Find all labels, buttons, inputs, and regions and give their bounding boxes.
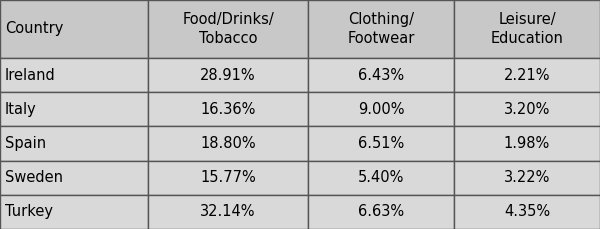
Bar (454, 126, 600, 161)
Text: 32.14%: 32.14% (200, 204, 256, 219)
Text: 15.77%: 15.77% (200, 170, 256, 185)
Text: 9.00%: 9.00% (358, 102, 404, 117)
Bar (148, 92, 308, 126)
Bar (148, 126, 308, 161)
Text: 6.43%: 6.43% (358, 68, 404, 83)
Bar (454, 161, 600, 195)
Bar (308, 126, 454, 161)
Text: Turkey: Turkey (5, 204, 53, 219)
Bar (454, 58, 600, 92)
Text: Italy: Italy (5, 102, 37, 117)
Bar (308, 58, 454, 92)
Bar (0, 92, 148, 126)
Text: Sweden: Sweden (5, 170, 63, 185)
Bar (308, 0, 454, 58)
Text: Clothing/
Footwear: Clothing/ Footwear (347, 12, 415, 46)
Text: 18.80%: 18.80% (200, 136, 256, 151)
Bar (0, 195, 148, 229)
Text: 28.91%: 28.91% (200, 68, 256, 83)
Text: Country: Country (5, 22, 64, 36)
Text: 2.21%: 2.21% (504, 68, 550, 83)
Bar (308, 161, 454, 195)
Text: Food/Drinks/
Tobacco: Food/Drinks/ Tobacco (182, 12, 274, 46)
Text: 16.36%: 16.36% (200, 102, 256, 117)
Bar (148, 161, 308, 195)
Text: 5.40%: 5.40% (358, 170, 404, 185)
Text: 3.22%: 3.22% (504, 170, 550, 185)
Text: Ireland: Ireland (5, 68, 56, 83)
Bar (148, 195, 308, 229)
Text: 1.98%: 1.98% (504, 136, 550, 151)
Bar (454, 195, 600, 229)
Text: 3.20%: 3.20% (504, 102, 550, 117)
Text: 6.51%: 6.51% (358, 136, 404, 151)
Bar (0, 58, 148, 92)
Text: Leisure/
Education: Leisure/ Education (491, 12, 563, 46)
Bar (454, 92, 600, 126)
Bar (454, 0, 600, 58)
Bar (0, 0, 148, 58)
Text: 4.35%: 4.35% (504, 204, 550, 219)
Bar (308, 195, 454, 229)
Bar (308, 92, 454, 126)
Bar (0, 161, 148, 195)
Bar (148, 0, 308, 58)
Bar (148, 58, 308, 92)
Bar (0, 126, 148, 161)
Text: Spain: Spain (5, 136, 46, 151)
Text: 6.63%: 6.63% (358, 204, 404, 219)
